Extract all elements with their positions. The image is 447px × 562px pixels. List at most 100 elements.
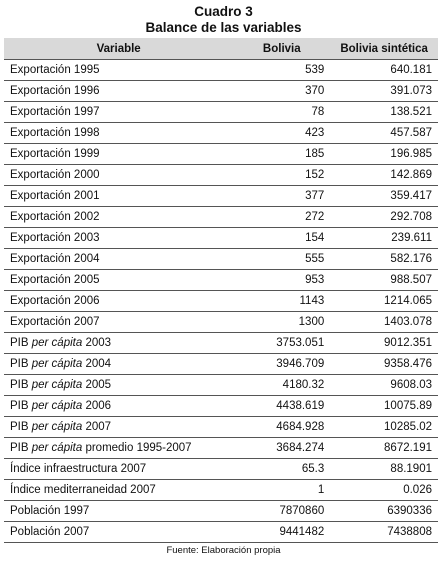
synthetic-value-cell: 457.587 [330,122,438,144]
table-row: Exportación 1998 423 457.587 [4,122,438,144]
synthetic-value-cell: 1403.078 [330,311,438,333]
column-header-bolivia: Bolivia [233,38,331,60]
table-row: PIB per cápita 2005 4180.32 9608.03 [4,374,438,396]
variable-italic: per cápita [31,400,83,412]
synthetic-value-cell: 10285.02 [330,416,438,438]
table-row: PIB per cápita 2007 4684.928 10285.02 [4,416,438,438]
table-caption: Cuadro 3 Balance de las variables [0,0,447,36]
bolivia-value-cell: 3753.051 [233,332,331,354]
bolivia-value-cell: 272 [233,206,331,228]
balance-table: Variable Bolivia Bolivia sintética Expor… [4,38,438,543]
bolivia-value-cell: 555 [233,248,331,270]
variable-cell: Exportación 1995 [4,59,234,81]
table-row: Exportación 1999 185 196.985 [4,143,438,165]
synthetic-value-cell: 7438808 [330,521,438,543]
variable-suffix: 2003 [82,337,112,349]
synthetic-value-cell: 0.026 [330,479,438,501]
synthetic-value-cell: 1214.065 [330,290,438,312]
bolivia-value-cell: 3946.709 [233,353,331,375]
bolivia-value-cell: 4438.619 [233,395,331,417]
variable-cell: Exportación 2002 [4,206,234,228]
variable-suffix: 2006 [82,400,112,412]
table-row: Exportación 2005 953 988.507 [4,269,438,291]
table-row: Población 1997 7870860 6390336 [4,500,438,522]
variable-suffix: promedio 1995-2007 [82,442,192,454]
synthetic-value-cell: 8672.191 [330,437,438,459]
bolivia-value-cell: 4684.928 [233,416,331,438]
variable-cell: Exportación 2001 [4,185,234,207]
table-row: Índice infraestructura 2007 65.3 88.1901 [4,458,438,480]
bolivia-value-cell: 65.3 [233,458,331,480]
synthetic-value-cell: 142.869 [330,164,438,186]
variable-italic: per cápita [31,337,83,349]
variable-prefix: PIB [10,337,32,349]
bolivia-value-cell: 152 [233,164,331,186]
table-row: Exportación 2003 154 239.611 [4,227,438,249]
variable-cell: Exportación 1999 [4,143,234,165]
bolivia-value-cell: 953 [233,269,331,291]
bolivia-value-cell: 1300 [233,311,331,333]
bolivia-value-cell: 539 [233,59,331,81]
table-header-row: Variable Bolivia Bolivia sintética [4,38,438,60]
table-row: PIB per cápita 2006 4438.619 10075.89 [4,395,438,417]
table-row: Exportación 2002 272 292.708 [4,206,438,228]
variable-italic: per cápita [31,442,83,454]
table-row: Población 2007 9441482 7438808 [4,521,438,543]
variable-cell: Exportación 2000 [4,164,234,186]
variable-cell: PIB per cápita 2006 [4,395,234,417]
synthetic-value-cell: 292.708 [330,206,438,228]
variable-cell: PIB per cápita promedio 1995-2007 [4,437,234,459]
table-row: PIB per cápita promedio 1995-2007 3684.27… [4,437,438,459]
variable-prefix: PIB [10,421,32,433]
variable-suffix: 2005 [82,379,112,391]
bolivia-value-cell: 7870860 [233,500,331,522]
variable-cell: Población 1997 [4,500,234,522]
variable-cell: PIB per cápita 2003 [4,332,234,354]
synthetic-value-cell: 582.176 [330,248,438,270]
table-row: PIB per cápita 2003 3753.051 9012.351 [4,332,438,354]
table-row: Índice mediterraneidad 2007 1 0.026 [4,479,438,501]
bolivia-value-cell: 78 [233,101,331,123]
variable-cell: PIB per cápita 2004 [4,353,234,375]
variable-cell: Exportación 1996 [4,80,234,102]
synthetic-value-cell: 640.181 [330,59,438,81]
synthetic-value-cell: 239.611 [330,227,438,249]
variable-cell: Exportación 2004 [4,248,234,270]
synthetic-value-cell: 359.417 [330,185,438,207]
variable-cell: Exportación 2003 [4,227,234,249]
synthetic-value-cell: 138.521 [330,101,438,123]
source-note: Fuente: Elaboración propia [166,545,281,556]
bolivia-value-cell: 9441482 [233,521,331,543]
variable-cell: Exportación 2007 [4,311,234,333]
synthetic-value-cell: 9608.03 [330,374,438,396]
synthetic-value-cell: 9358.476 [330,353,438,375]
table-row: PIB per cápita 2004 3946.709 9358.476 [4,353,438,375]
table-row: Exportación 2007 1300 1403.078 [4,311,438,333]
synthetic-value-cell: 391.073 [330,80,438,102]
bolivia-value-cell: 423 [233,122,331,144]
column-header-bolivia-sintetica: Bolivia sintética [330,38,438,60]
variable-prefix: PIB [10,442,32,454]
variable-prefix: PIB [10,400,32,412]
variable-cell: PIB per cápita 2005 [4,374,234,396]
variable-suffix: 2004 [82,358,112,370]
table-subtitle: Balance de las variables [145,20,302,35]
table-row: Exportación 2000 152 142.869 [4,164,438,186]
synthetic-value-cell: 10075.89 [330,395,438,417]
variable-suffix: 2007 [82,421,112,433]
bolivia-value-cell: 185 [233,143,331,165]
table-title: Cuadro 3 [194,4,253,19]
synthetic-value-cell: 988.507 [330,269,438,291]
bolivia-value-cell: 1 [233,479,331,501]
variable-prefix: PIB [10,358,32,370]
synthetic-value-cell: 196.985 [330,143,438,165]
variable-cell: PIB per cápita 2007 [4,416,234,438]
column-header-variable: Variable [4,38,234,60]
variable-cell: Exportación 2005 [4,269,234,291]
variable-italic: per cápita [31,421,83,433]
bolivia-value-cell: 370 [233,80,331,102]
table-row: Exportación 1995 539 640.181 [4,59,438,81]
bolivia-value-cell: 154 [233,227,331,249]
variable-cell: Exportación 1997 [4,101,234,123]
variable-cell: Índice infraestructura 2007 [4,458,234,480]
